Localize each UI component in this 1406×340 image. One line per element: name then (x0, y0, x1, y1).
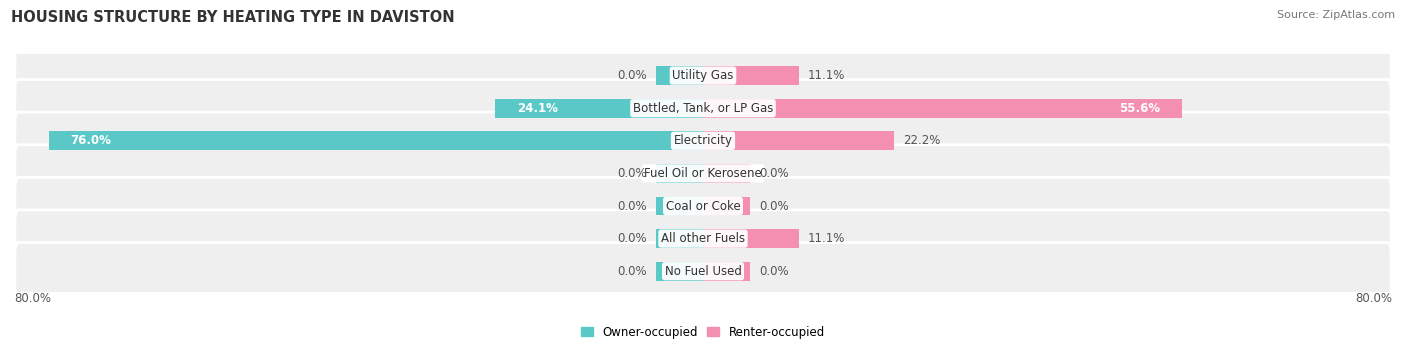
Bar (48, 131, 703, 150)
Text: 22.2%: 22.2% (903, 134, 941, 147)
FancyBboxPatch shape (15, 145, 1391, 202)
Bar (655, 66, 703, 85)
Bar (703, 229, 799, 248)
Text: All other Fuels: All other Fuels (661, 232, 745, 245)
Text: Utility Gas: Utility Gas (672, 69, 734, 82)
Text: HOUSING STRUCTURE BY HEATING TYPE IN DAVISTON: HOUSING STRUCTURE BY HEATING TYPE IN DAV… (11, 10, 456, 25)
Bar (703, 66, 799, 85)
Bar (655, 262, 703, 280)
Bar (703, 197, 751, 216)
FancyBboxPatch shape (15, 80, 1391, 137)
FancyBboxPatch shape (15, 112, 1391, 169)
Bar (655, 197, 703, 216)
Text: 0.0%: 0.0% (759, 167, 789, 180)
Text: 80.0%: 80.0% (1355, 292, 1392, 305)
Text: 0.0%: 0.0% (759, 265, 789, 278)
Text: Coal or Coke: Coal or Coke (665, 200, 741, 212)
Text: 76.0%: 76.0% (70, 134, 111, 147)
Text: No Fuel Used: No Fuel Used (665, 265, 741, 278)
Text: Bottled, Tank, or LP Gas: Bottled, Tank, or LP Gas (633, 102, 773, 115)
Bar (703, 164, 751, 183)
Text: Fuel Oil or Kerosene: Fuel Oil or Kerosene (644, 167, 762, 180)
Text: 0.0%: 0.0% (759, 200, 789, 212)
Bar (655, 164, 703, 183)
FancyBboxPatch shape (15, 177, 1391, 235)
Text: 0.0%: 0.0% (617, 200, 647, 212)
Bar (655, 229, 703, 248)
FancyBboxPatch shape (15, 47, 1391, 104)
Text: 11.1%: 11.1% (807, 232, 845, 245)
Bar (495, 99, 703, 118)
Bar (703, 262, 751, 280)
Legend: Owner-occupied, Renter-occupied: Owner-occupied, Renter-occupied (581, 326, 825, 339)
FancyBboxPatch shape (15, 210, 1391, 267)
FancyBboxPatch shape (15, 242, 1391, 300)
Text: Electricity: Electricity (673, 134, 733, 147)
Text: 0.0%: 0.0% (617, 167, 647, 180)
Text: 0.0%: 0.0% (617, 69, 647, 82)
Text: 24.1%: 24.1% (517, 102, 558, 115)
Text: 80.0%: 80.0% (14, 292, 51, 305)
Bar (703, 99, 1182, 118)
Text: 0.0%: 0.0% (617, 232, 647, 245)
Bar (703, 131, 894, 150)
Text: 55.6%: 55.6% (1119, 102, 1160, 115)
Text: Source: ZipAtlas.com: Source: ZipAtlas.com (1277, 10, 1395, 20)
Text: 11.1%: 11.1% (807, 69, 845, 82)
Text: 0.0%: 0.0% (617, 265, 647, 278)
